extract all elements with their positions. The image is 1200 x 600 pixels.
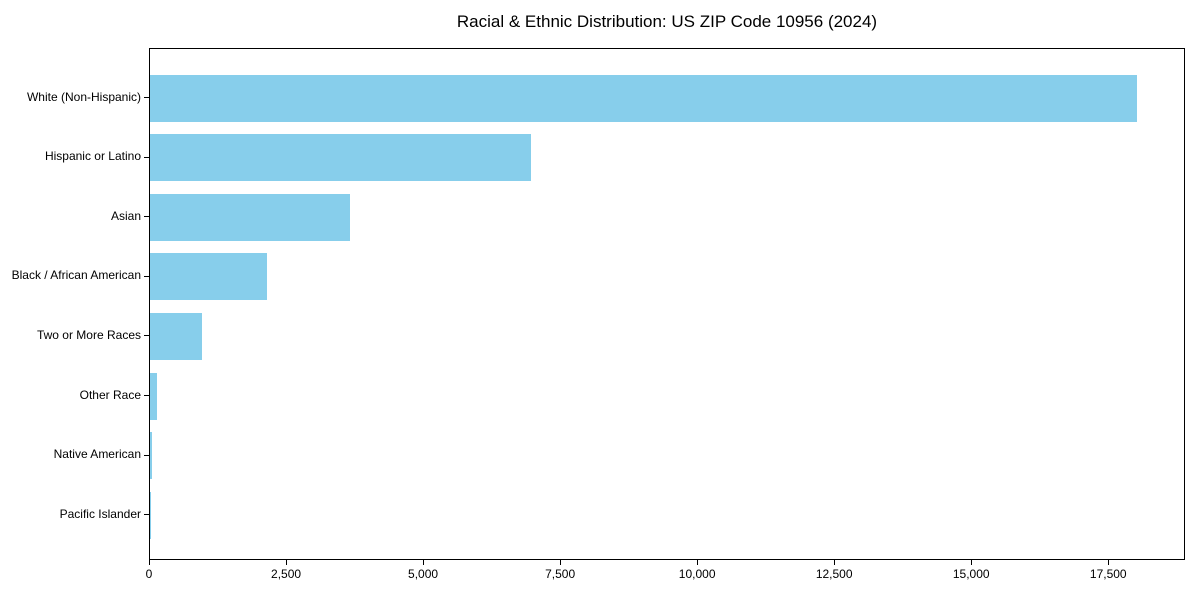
x-axis-tick [697,560,699,565]
x-axis-tick [834,560,836,565]
x-axis-tick [1108,560,1110,565]
x-axis-tick [971,560,973,565]
y-axis-tick [144,395,149,396]
x-axis-tick [560,560,562,565]
x-axis-tick-label: 7,500 [545,567,576,581]
y-axis-label-black-african-american: Black / African American [11,268,141,283]
y-axis-tick [144,454,149,456]
bar-pacific-islander [150,491,151,539]
x-axis-tick-label: 0 [145,567,153,581]
y-axis-tick [144,335,149,337]
x-axis-tick [423,560,425,565]
bar-two-or-more-races [150,312,202,360]
y-axis-tick [144,97,149,98]
x-axis-tick-label: 10,000 [678,567,716,581]
bar-white-non-hispanic [150,74,1137,122]
x-axis-tick-label: 5,000 [408,567,439,581]
y-axis-tick [144,156,149,158]
plot-area [149,48,1185,560]
y-axis-label-native-american: Native American [53,447,141,462]
y-axis-label-hispanic-or-latino: Hispanic or Latino [44,149,141,164]
y-axis-label-two-or-more-races: Two or More Races [36,327,141,342]
bar-asian [150,193,351,241]
x-axis-tick-label: 2,500 [271,567,302,581]
y-axis-tick [144,216,149,218]
x-axis-tick-label: 15,000 [952,567,990,581]
bar-hispanic-or-latino [150,134,531,182]
y-axis-label-white-non-hispanic: White (Non-Hispanic) [26,89,141,104]
x-axis-tick-label: 12,500 [815,567,853,581]
x-axis-tick [286,560,288,565]
chart-title: Racial & Ethnic Distribution: US ZIP Cod… [456,12,878,31]
y-axis-label-pacific-islander: Pacific Islander [59,506,141,521]
y-axis-label-other-race: Other Race [79,387,141,402]
bar-native-american [150,432,152,480]
y-axis-label-asian: Asian [110,208,141,223]
x-axis-tick [149,560,150,565]
bar-other-race [150,372,158,420]
bar-black-african-american [150,253,268,301]
y-axis-tick [144,275,149,277]
y-axis-tick [144,514,149,516]
x-axis-tick-label: 17,500 [1089,567,1127,581]
